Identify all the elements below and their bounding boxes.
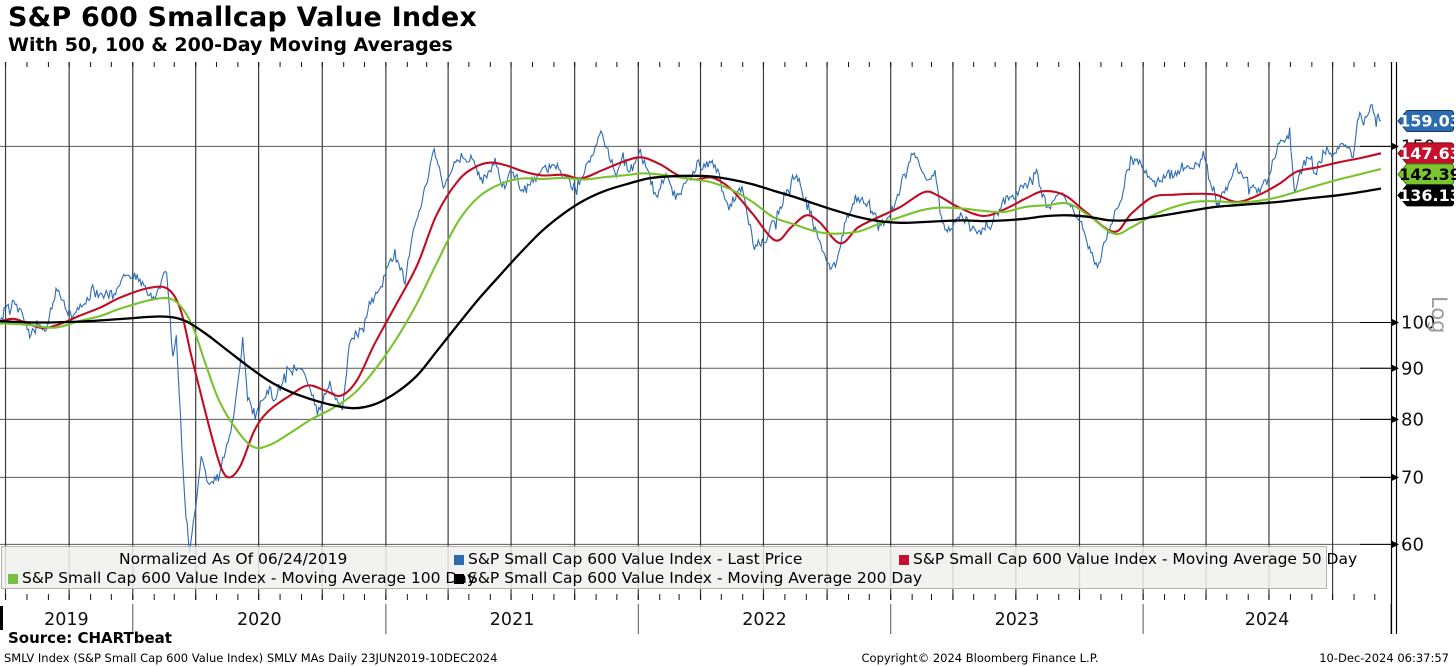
y-tick-label: 100: [1401, 313, 1435, 334]
series-ma50-line: [0, 152, 1382, 479]
y-tick-label: 90: [1401, 358, 1424, 379]
year-label: 2020: [237, 610, 282, 630]
footer-copyright: Copyright© 2024 Bloomberg Finance L.P.: [861, 651, 1099, 665]
page-subtitle: With 50, 100 & 200-Day Moving Averages: [8, 34, 453, 56]
year-label: 2024: [1245, 610, 1290, 630]
series-last-price-line: [0, 103, 1382, 554]
legend-swatch-icon: [454, 555, 464, 565]
price-badge: [1397, 184, 1454, 207]
series-ma200-line: [0, 174, 1382, 410]
legend-item-label: S&P Small Cap 600 Value Index - Moving A…: [468, 569, 923, 587]
y-tick-arrow: [1391, 473, 1399, 482]
y-tick-label: 80: [1401, 409, 1424, 430]
y-tick-label: 60: [1401, 534, 1424, 555]
footer-description: SMLV Index (S&P Small Cap 600 Value Inde…: [4, 651, 498, 665]
y-tick-arrow: [1391, 415, 1399, 424]
legend-swatch-icon: [8, 574, 18, 584]
series-ma100-line: [0, 167, 1382, 450]
price-badge-label: 142.39: [1399, 165, 1456, 184]
legend-normalized-note: Normalized As Of 06/24/2019: [119, 550, 348, 568]
year-label: 2021: [490, 610, 535, 630]
legend-item-label: S&P Small Cap 600 Value Index - Moving A…: [913, 550, 1358, 568]
price-badge: [1397, 110, 1454, 133]
y-tick-arrow: [1391, 540, 1399, 549]
legend-item: S&P Small Cap 600 Value Index - Moving A…: [8, 569, 476, 587]
footer-datetime: 10-Dec-2024 06:37:57: [1319, 651, 1449, 665]
price-badge-label: 159.03: [1399, 112, 1456, 131]
y-tick-arrow: [1391, 142, 1399, 151]
y-tick-label: 70: [1401, 467, 1424, 488]
log-scale-label: Log: [1427, 296, 1451, 334]
legend-item-label: S&P Small Cap 600 Value Index - Last Pri…: [468, 550, 803, 568]
year-label: 2022: [742, 610, 787, 630]
price-badge-label: 147.63: [1399, 144, 1456, 163]
chart-legend: Normalized As Of 06/24/2019 S&P Small Ca…: [1, 546, 1357, 589]
price-badge-label: 136.13: [1399, 186, 1456, 205]
y-tick-arrow: [1391, 318, 1399, 327]
source-label: Source: CHARTbeat: [8, 629, 172, 647]
year-label: 2019: [44, 610, 89, 630]
year-band-start-mark: [0, 606, 3, 630]
legend-swatch-icon: [899, 555, 909, 565]
legend-swatch-icon: [454, 574, 464, 584]
legend-item: S&P Small Cap 600 Value Index - Last Pri…: [454, 550, 802, 568]
legend-item: S&P Small Cap 600 Value Index - Moving A…: [454, 569, 922, 587]
page-title: S&P 600 Smallcap Value Index: [8, 2, 477, 33]
legend-item-label: S&P Small Cap 600 Value Index - Moving A…: [22, 569, 477, 587]
y-tick-arrow: [1391, 364, 1399, 373]
legend-item: S&P Small Cap 600 Value Index - Moving A…: [899, 550, 1357, 568]
year-label: 2023: [995, 610, 1040, 630]
